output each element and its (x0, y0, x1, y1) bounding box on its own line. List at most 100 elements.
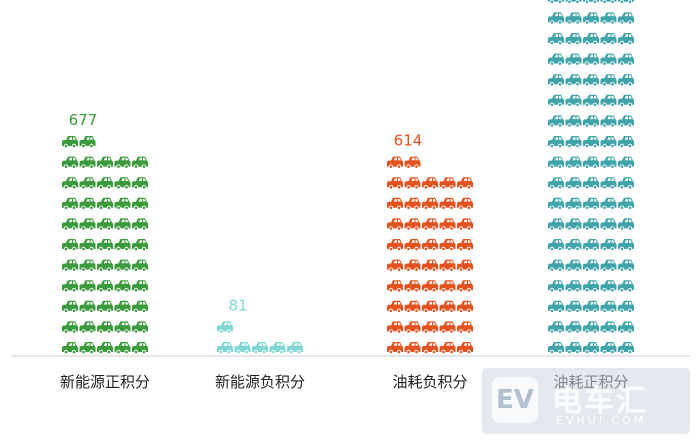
car-icon (618, 136, 634, 149)
car-icon (422, 177, 438, 190)
car-icon (600, 177, 617, 190)
car-icon (287, 342, 303, 355)
car-icon (618, 259, 634, 272)
car-icon (387, 177, 403, 190)
car-icon (97, 300, 113, 313)
car-icon (583, 342, 599, 355)
car-icon (548, 115, 564, 128)
car-icon (62, 342, 78, 355)
car-icon (565, 259, 582, 272)
car-icon (234, 342, 251, 355)
car-icon (548, 136, 564, 149)
car-icon (618, 218, 634, 231)
car-icon (132, 280, 148, 293)
car-icon (583, 94, 599, 107)
car-icon (618, 0, 634, 4)
car-icon (618, 74, 634, 87)
car-icon (404, 342, 421, 355)
category-label: 新能源正积分 (60, 373, 150, 391)
car-icon (548, 94, 564, 107)
car-icon (114, 239, 131, 252)
car-icon (114, 280, 131, 293)
car-icon (79, 259, 96, 272)
car-icon (387, 280, 403, 293)
car-icon (457, 342, 473, 355)
car-icon (422, 197, 438, 210)
car-icon (404, 177, 421, 190)
car-icon (387, 342, 403, 355)
car-icon (618, 280, 634, 293)
car-icon (97, 177, 113, 190)
car-icon (62, 280, 78, 293)
car-icon (618, 321, 634, 334)
car-icon (548, 33, 564, 46)
car-icon (600, 342, 617, 355)
car-icon (422, 239, 438, 252)
car-icon (548, 342, 564, 355)
car-icon (404, 259, 421, 272)
car-icon (97, 218, 113, 231)
car-icon (62, 197, 78, 210)
car-icon (114, 321, 131, 334)
car-icon (583, 33, 599, 46)
car-icon (132, 300, 148, 313)
car-icon (600, 94, 617, 107)
car-icon (387, 218, 403, 231)
car-icon (62, 136, 78, 149)
car-icon (583, 300, 599, 313)
car-icon (97, 280, 113, 293)
watermark-brand-en: EVHUI.COM (556, 414, 647, 427)
car-icon (600, 218, 617, 231)
car-icon (132, 321, 148, 334)
car-icon (565, 342, 582, 355)
car-icon (387, 156, 403, 169)
car-icon (404, 280, 421, 293)
car-icon (79, 197, 96, 210)
car-icon (548, 239, 564, 252)
bar-3 (387, 156, 473, 355)
car-icon (79, 156, 96, 169)
car-icon (618, 156, 634, 169)
car-icon (132, 177, 148, 190)
bar-2 (217, 321, 303, 355)
car-icon (600, 280, 617, 293)
car-icon (132, 218, 148, 231)
car-icon (114, 259, 131, 272)
car-icon (600, 259, 617, 272)
car-icon (618, 94, 634, 107)
car-icon (404, 239, 421, 252)
data-label: 81 (228, 296, 247, 314)
car-icon (422, 300, 438, 313)
car-icon (583, 239, 599, 252)
car-icon (457, 218, 473, 231)
car-icon (217, 342, 233, 355)
car-icon (457, 197, 473, 210)
car-icon (548, 53, 564, 66)
watermark: EV 电车汇 EVHUI.COM (482, 368, 690, 434)
car-icon (132, 156, 148, 169)
car-icon (583, 0, 599, 4)
car-icon (583, 321, 599, 334)
car-icon (565, 74, 582, 87)
car-icon (583, 74, 599, 87)
car-icon (600, 33, 617, 46)
car-icon (618, 342, 634, 355)
car-icon (583, 12, 599, 25)
car-icon (618, 115, 634, 128)
car-icon (97, 342, 113, 355)
car-icon (62, 321, 78, 334)
car-icon (548, 280, 564, 293)
car-icon (457, 177, 473, 190)
bar-1 (62, 136, 148, 355)
car-icon (565, 12, 582, 25)
car-icon (439, 177, 456, 190)
car-icon (618, 33, 634, 46)
data-label: 614 (394, 132, 423, 150)
car-icon (132, 259, 148, 272)
car-icon (565, 94, 582, 107)
car-icon (404, 321, 421, 334)
car-icon (457, 280, 473, 293)
car-icon (583, 177, 599, 190)
car-icon (600, 12, 617, 25)
car-icon (565, 136, 582, 149)
